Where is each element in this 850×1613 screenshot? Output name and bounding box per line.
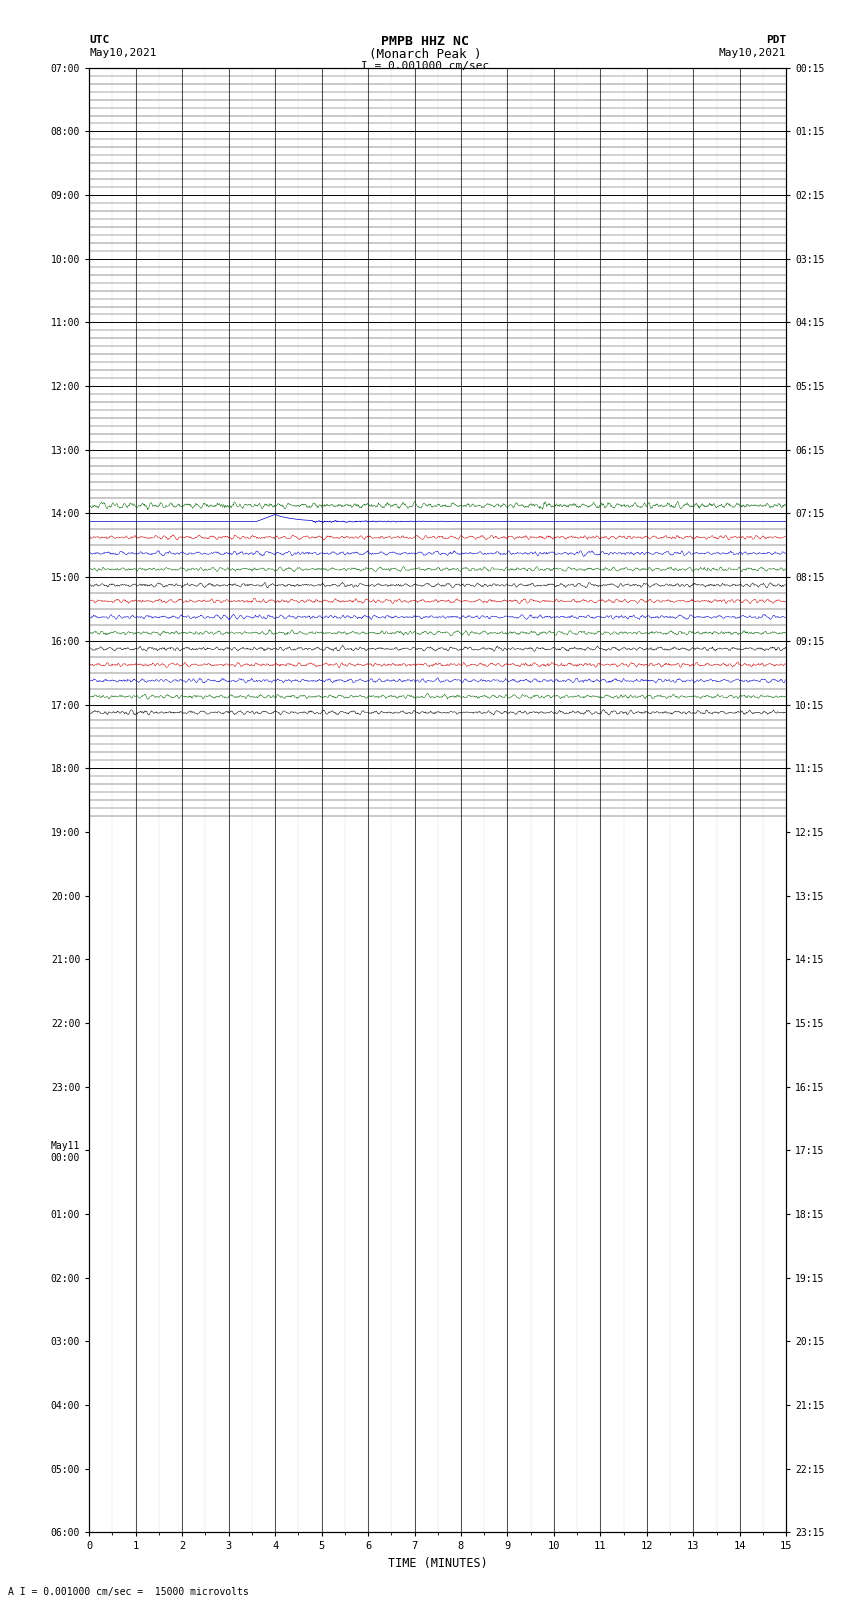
Text: I = 0.001000 cm/sec: I = 0.001000 cm/sec xyxy=(361,61,489,71)
Text: PMPB HHZ NC: PMPB HHZ NC xyxy=(381,35,469,48)
Text: May10,2021: May10,2021 xyxy=(89,48,156,58)
Text: May10,2021: May10,2021 xyxy=(719,48,786,58)
Text: A I = 0.001000 cm/sec =  15000 microvolts: A I = 0.001000 cm/sec = 15000 microvolts xyxy=(8,1587,249,1597)
Text: (Monarch Peak ): (Monarch Peak ) xyxy=(369,48,481,61)
Text: PDT: PDT xyxy=(766,35,786,45)
X-axis label: TIME (MINUTES): TIME (MINUTES) xyxy=(388,1557,488,1569)
Text: UTC: UTC xyxy=(89,35,110,45)
